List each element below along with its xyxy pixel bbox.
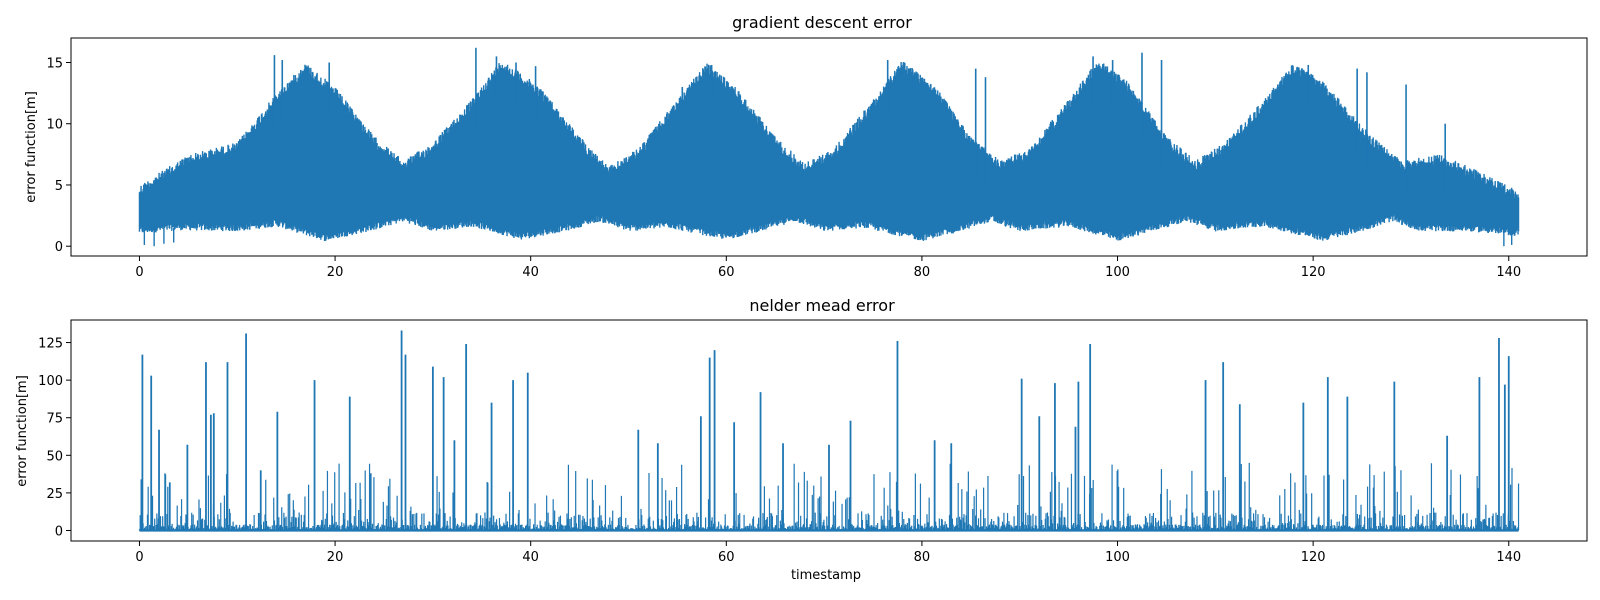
y-axis-label: error function[m] xyxy=(24,91,39,203)
axes-frame xyxy=(70,37,1588,257)
y-tick-label: 125 xyxy=(38,337,63,352)
x-tick-label: 0 xyxy=(135,550,143,565)
x-tick-label: 60 xyxy=(718,265,735,280)
y-tick-label: 0 xyxy=(55,524,63,539)
series-line xyxy=(138,62,1520,242)
x-axis-label: timestamp xyxy=(791,568,861,583)
x-tick-label: 120 xyxy=(1301,550,1326,565)
axis-ticks: 0 20 40 60 80 100 120 140 0 25 50 75 100 125 xyxy=(38,337,1521,565)
chart-title: gradient descent error xyxy=(732,13,912,32)
x-tick-label: 120 xyxy=(1301,265,1326,280)
subplot-gradient-descent: gradient descent error error function[m]… xyxy=(24,13,1588,280)
x-tick-label: 20 xyxy=(327,550,344,565)
subplot-nelder-mead: nelder mead error error function[m] 0 20 4… xyxy=(15,296,1588,583)
x-tick-label: 80 xyxy=(914,265,931,280)
plot-area xyxy=(138,47,1520,247)
y-tick-label: 10 xyxy=(46,118,63,133)
y-tick-label: 5 xyxy=(55,179,63,194)
x-tick-label: 100 xyxy=(1105,550,1130,565)
x-tick-label: 0 xyxy=(135,265,143,280)
x-tick-label: 140 xyxy=(1496,265,1521,280)
y-tick-label: 50 xyxy=(46,449,63,464)
x-tick-label: 100 xyxy=(1105,265,1130,280)
chart-title: nelder mead error xyxy=(749,296,895,315)
x-tick-label: 20 xyxy=(327,265,344,280)
x-tick-label: 80 xyxy=(914,550,931,565)
y-axis-label: error function[m] xyxy=(15,375,30,487)
series-line xyxy=(138,462,1520,531)
y-tick-label: 25 xyxy=(46,487,63,502)
axis-ticks: 0 20 40 60 80 100 120 140 0 5 10 15 xyxy=(46,56,1521,280)
y-tick-label: 15 xyxy=(46,56,63,71)
x-tick-label: 40 xyxy=(522,550,539,565)
y-tick-label: 100 xyxy=(38,374,63,389)
x-tick-label: 40 xyxy=(522,265,539,280)
y-tick-label: 75 xyxy=(46,412,63,427)
axes-frame xyxy=(70,319,1588,542)
x-tick-label: 60 xyxy=(718,550,735,565)
x-tick-label: 140 xyxy=(1496,550,1521,565)
plot-area xyxy=(138,330,1520,532)
y-tick-label: 0 xyxy=(55,240,63,255)
